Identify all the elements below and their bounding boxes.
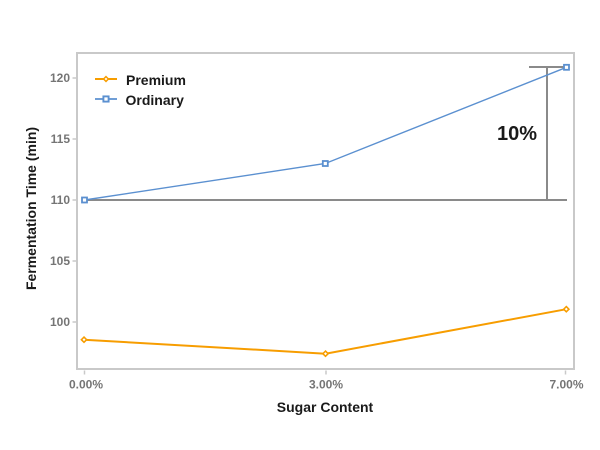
- svg-text:105: 105: [50, 254, 70, 268]
- svg-text:120: 120: [50, 71, 70, 85]
- svg-text:Fermentation Time (min): Fermentation Time (min): [23, 127, 39, 290]
- svg-text:7.00%: 7.00%: [549, 378, 583, 392]
- svg-text:10%: 10%: [497, 123, 537, 145]
- svg-text:115: 115: [51, 132, 71, 146]
- svg-text:Sugar Content: Sugar Content: [277, 399, 374, 415]
- svg-text:Ordinary: Ordinary: [126, 92, 185, 108]
- svg-text:Premium: Premium: [126, 72, 186, 88]
- svg-text:100: 100: [50, 315, 70, 329]
- svg-text:3.00%: 3.00%: [309, 378, 343, 392]
- svg-text:0.00%: 0.00%: [69, 378, 103, 392]
- svg-text:110: 110: [51, 193, 71, 207]
